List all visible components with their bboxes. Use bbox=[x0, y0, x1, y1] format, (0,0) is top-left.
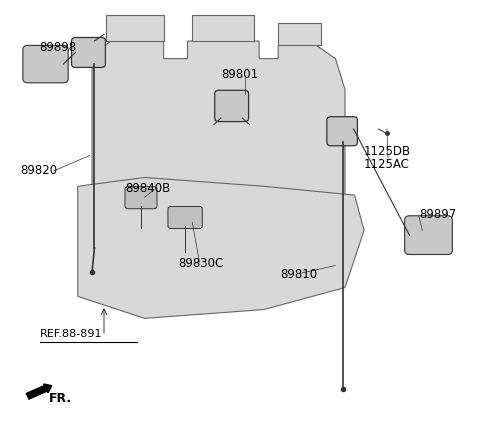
Text: 89898: 89898 bbox=[39, 41, 77, 54]
Text: 89810: 89810 bbox=[281, 268, 318, 281]
Text: 89897: 89897 bbox=[419, 208, 456, 222]
Text: 89840B: 89840B bbox=[125, 182, 171, 195]
Text: REF.88-891: REF.88-891 bbox=[39, 329, 102, 339]
FancyBboxPatch shape bbox=[23, 46, 68, 83]
FancyBboxPatch shape bbox=[405, 216, 452, 255]
FancyBboxPatch shape bbox=[215, 90, 249, 121]
Text: 89801: 89801 bbox=[221, 67, 258, 81]
Text: 1125AC: 1125AC bbox=[364, 158, 410, 171]
Polygon shape bbox=[192, 15, 254, 41]
Polygon shape bbox=[107, 15, 164, 41]
Text: 1125DB: 1125DB bbox=[364, 144, 411, 158]
Text: 89820: 89820 bbox=[21, 164, 58, 177]
Polygon shape bbox=[278, 23, 321, 46]
Text: 89830C: 89830C bbox=[178, 257, 223, 270]
Polygon shape bbox=[92, 41, 345, 199]
FancyBboxPatch shape bbox=[125, 187, 157, 209]
Text: FR.: FR. bbox=[49, 392, 72, 405]
FancyBboxPatch shape bbox=[327, 117, 358, 146]
FancyBboxPatch shape bbox=[168, 206, 202, 229]
Polygon shape bbox=[78, 178, 364, 319]
FancyArrow shape bbox=[26, 384, 52, 399]
FancyBboxPatch shape bbox=[72, 38, 106, 67]
